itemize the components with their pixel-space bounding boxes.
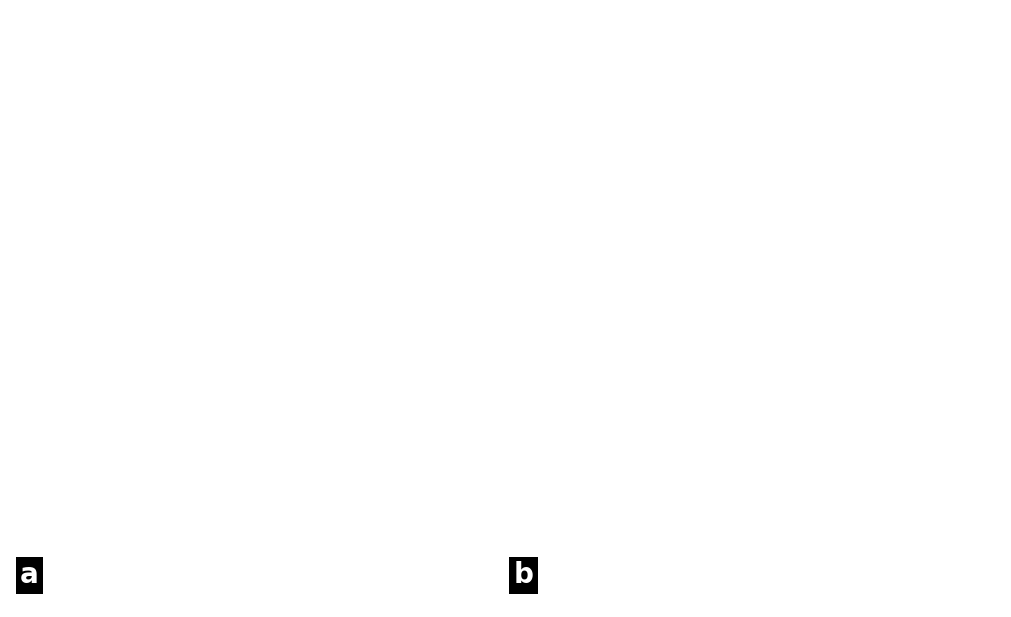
Text: a: a — [19, 561, 38, 589]
Text: b: b — [514, 561, 534, 589]
